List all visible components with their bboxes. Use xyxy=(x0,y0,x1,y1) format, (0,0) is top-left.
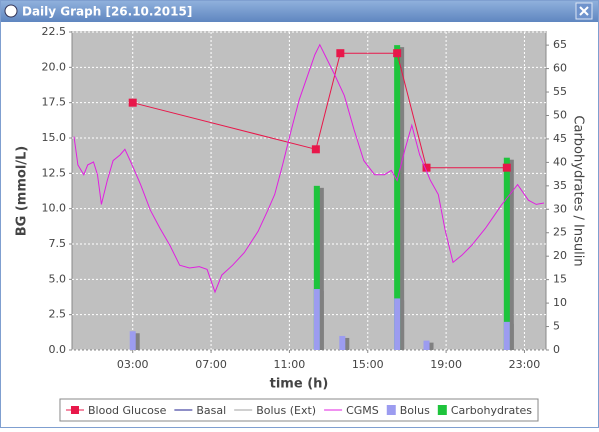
y2-tick-label: 40 xyxy=(553,155,567,168)
y2-tick-label: 20 xyxy=(553,249,567,262)
line xyxy=(73,43,545,294)
legend-item: Blood Glucose xyxy=(65,404,167,417)
y-tick-label: 12.5 xyxy=(42,166,67,179)
legend-label: Blood Glucose xyxy=(88,404,167,417)
bar-shadow xyxy=(427,342,434,350)
x-tick-label: 03:00 xyxy=(117,358,149,371)
legend-item: CGMS xyxy=(324,404,379,417)
y2-axis-label: Carbohydrates / Insulin xyxy=(571,115,586,266)
y-tick-label: 22.5 xyxy=(42,25,67,38)
y-tick-label: 10.0 xyxy=(42,202,67,215)
legend xyxy=(59,398,539,422)
legend-swatch xyxy=(70,406,79,414)
y2-tick-label: 65 xyxy=(553,38,567,51)
bar xyxy=(313,185,320,350)
x-tick-label: 11:00 xyxy=(274,358,306,371)
title-bar xyxy=(1,1,598,22)
y2-tick-label: 5 xyxy=(553,320,560,333)
legend-label: Carbohydrates xyxy=(451,404,532,417)
x-tick-label: 15:00 xyxy=(352,358,384,371)
bar xyxy=(503,321,510,350)
point xyxy=(128,98,137,107)
y2-tick-label: 10 xyxy=(553,296,567,309)
legend-swatch xyxy=(386,405,396,415)
point xyxy=(393,49,402,58)
x-tick-label: 07:00 xyxy=(195,358,227,371)
y2-tick-label: 0 xyxy=(553,343,560,356)
legend-item: Bolus xyxy=(386,404,430,417)
bar-shadow xyxy=(507,159,514,350)
plot-area xyxy=(72,31,546,350)
legend-item: Bolus (Ext) xyxy=(234,404,316,417)
y-tick-label: 20.0 xyxy=(42,60,67,73)
line xyxy=(132,52,507,169)
y2-tick-label: 25 xyxy=(553,226,567,239)
bar xyxy=(129,331,136,350)
legend-item: Basal xyxy=(174,404,226,417)
y-tick-label: 5.0 xyxy=(49,272,67,285)
x-tick-label: 23:00 xyxy=(509,358,541,371)
bar xyxy=(423,340,430,350)
y2-tick-label: 55 xyxy=(553,85,567,98)
bar-shadow xyxy=(317,187,324,350)
y-tick-label: 7.5 xyxy=(49,237,67,250)
point xyxy=(311,145,320,154)
legend-swatch xyxy=(437,405,447,415)
bar xyxy=(394,298,401,350)
y2-tick-label: 50 xyxy=(553,108,567,121)
legend-label: Bolus (Ext) xyxy=(256,404,316,417)
y2-tick-label: 35 xyxy=(553,179,567,192)
close-button[interactable] xyxy=(575,2,593,20)
y2-tick-label: 15 xyxy=(553,273,567,286)
bar xyxy=(339,335,346,350)
y2-tick-label: 30 xyxy=(553,202,567,215)
x-axis-label: time (h) xyxy=(270,377,329,392)
y-tick-label: 0.0 xyxy=(49,343,67,356)
y-tick-label: 2.5 xyxy=(49,308,67,321)
bar xyxy=(313,289,320,350)
y-axis-label: BG (mmol/L) xyxy=(15,146,30,237)
bar-shadow xyxy=(343,337,350,350)
legend-label: Basal xyxy=(196,404,226,417)
bar-shadow xyxy=(398,47,405,350)
legend-label: CGMS xyxy=(346,404,379,417)
y-tick-label: 17.5 xyxy=(42,96,67,109)
window-title: Daily Graph [26.10.2015] xyxy=(22,5,192,19)
point xyxy=(336,49,345,58)
y2-tick-label: 60 xyxy=(553,62,567,75)
y-tick-label: 15.0 xyxy=(42,131,67,144)
bar xyxy=(394,45,401,350)
legend-item: Carbohydrates xyxy=(437,404,532,417)
y2-tick-label: 45 xyxy=(553,132,567,145)
bar xyxy=(503,157,510,350)
legend-label: Bolus xyxy=(400,404,430,417)
point xyxy=(502,163,511,172)
window-icon xyxy=(4,4,18,18)
legend-items: Blood Glucose Basal Bolus (Ext) CGMS Bolus Ca… xyxy=(65,404,532,417)
x-tick-label: 19:00 xyxy=(430,358,462,371)
bar-shadow xyxy=(133,333,140,350)
point xyxy=(422,163,431,172)
